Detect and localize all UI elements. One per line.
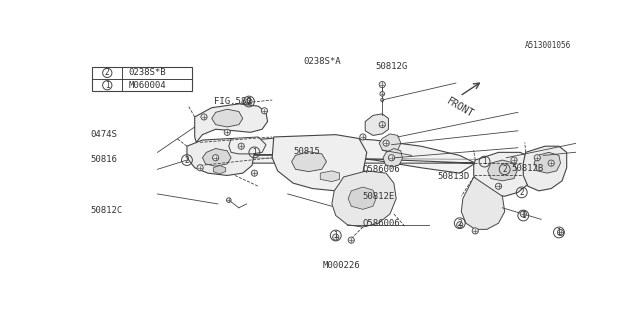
Circle shape <box>212 155 219 161</box>
Circle shape <box>379 122 385 128</box>
Circle shape <box>261 108 268 114</box>
Polygon shape <box>202 148 231 166</box>
Polygon shape <box>348 187 376 209</box>
Text: 2: 2 <box>184 156 189 164</box>
Polygon shape <box>461 177 505 229</box>
Circle shape <box>472 228 478 234</box>
Polygon shape <box>383 148 403 167</box>
Polygon shape <box>474 152 533 196</box>
Circle shape <box>224 129 230 135</box>
Circle shape <box>348 237 355 243</box>
Polygon shape <box>488 160 517 181</box>
Text: 50812G: 50812G <box>375 62 408 71</box>
Text: 50813D: 50813D <box>437 172 469 181</box>
Circle shape <box>548 160 554 166</box>
Text: 2: 2 <box>520 188 524 197</box>
Circle shape <box>381 99 384 101</box>
Text: Q586006: Q586006 <box>363 164 401 173</box>
Polygon shape <box>365 114 388 135</box>
Circle shape <box>557 229 564 236</box>
Text: 1: 1 <box>482 157 487 166</box>
Polygon shape <box>292 152 326 172</box>
Circle shape <box>520 211 527 217</box>
Text: 0238S*B: 0238S*B <box>129 68 166 77</box>
Text: M000226: M000226 <box>323 260 361 269</box>
Circle shape <box>388 155 395 161</box>
Text: A513001056: A513001056 <box>525 41 571 50</box>
Text: 50812C: 50812C <box>90 206 122 215</box>
Text: 50815: 50815 <box>293 147 320 156</box>
Polygon shape <box>272 135 367 191</box>
Text: 2: 2 <box>105 68 109 77</box>
Circle shape <box>197 165 204 171</box>
Text: 0474S: 0474S <box>90 130 116 139</box>
Text: 1: 1 <box>521 211 525 220</box>
Circle shape <box>360 134 366 140</box>
Text: 50812E: 50812E <box>363 192 395 201</box>
Text: Q586006: Q586006 <box>363 219 401 228</box>
Circle shape <box>227 198 231 203</box>
Polygon shape <box>213 165 226 174</box>
Text: FRONT: FRONT <box>445 96 475 119</box>
Polygon shape <box>379 134 401 152</box>
Circle shape <box>333 234 339 240</box>
Polygon shape <box>320 171 340 182</box>
Text: 2: 2 <box>246 97 252 106</box>
Circle shape <box>383 140 389 146</box>
Text: 1: 1 <box>252 148 257 157</box>
Polygon shape <box>195 104 268 142</box>
Circle shape <box>238 143 244 149</box>
Polygon shape <box>187 139 254 175</box>
Polygon shape <box>524 146 566 191</box>
Circle shape <box>457 222 463 228</box>
Polygon shape <box>229 137 266 154</box>
Text: 1: 1 <box>333 231 338 240</box>
Text: 1: 1 <box>105 81 109 90</box>
Polygon shape <box>212 109 243 127</box>
Circle shape <box>511 157 517 163</box>
Text: FIG.580: FIG.580 <box>214 97 252 106</box>
Circle shape <box>380 92 385 96</box>
Text: 1: 1 <box>557 228 561 237</box>
Circle shape <box>495 183 502 189</box>
Text: M060004: M060004 <box>129 81 166 90</box>
Polygon shape <box>534 152 561 173</box>
Text: 2: 2 <box>502 165 507 174</box>
Circle shape <box>534 155 540 161</box>
Polygon shape <box>332 171 396 227</box>
Polygon shape <box>202 137 476 173</box>
Text: 0238S*A: 0238S*A <box>303 57 341 66</box>
Circle shape <box>379 82 385 88</box>
Text: 50816: 50816 <box>90 155 116 164</box>
Circle shape <box>246 99 252 105</box>
Text: 50812B: 50812B <box>511 164 544 173</box>
Circle shape <box>252 170 257 176</box>
Text: 2: 2 <box>458 219 462 228</box>
Circle shape <box>201 114 207 120</box>
Bar <box>92 67 191 92</box>
